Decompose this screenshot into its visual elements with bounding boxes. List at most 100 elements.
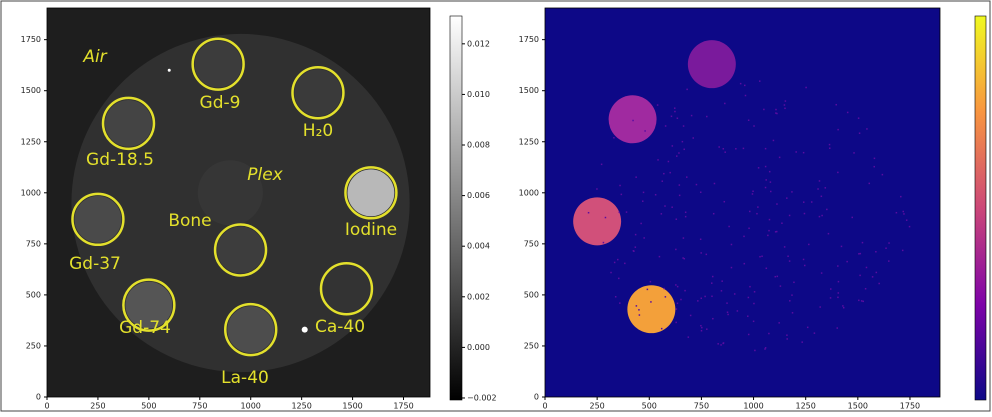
speckle bbox=[724, 103, 726, 105]
speckle bbox=[664, 205, 666, 207]
speckle bbox=[655, 194, 657, 196]
speckle bbox=[748, 334, 750, 336]
speckle bbox=[671, 206, 673, 208]
speckle bbox=[684, 258, 686, 260]
speckle bbox=[900, 196, 902, 198]
speckle bbox=[618, 278, 620, 280]
speckle bbox=[888, 260, 890, 262]
speckle bbox=[779, 157, 781, 159]
speckle bbox=[775, 109, 777, 111]
speckle bbox=[902, 250, 904, 252]
speckle bbox=[700, 325, 702, 327]
x-tick-label: 1750 bbox=[900, 402, 920, 411]
x-tick-label: 1500 bbox=[342, 402, 362, 411]
speckle bbox=[842, 305, 844, 307]
speckle bbox=[679, 195, 681, 197]
speckle bbox=[803, 152, 805, 154]
colorbar-tick-label: 0.004 bbox=[467, 242, 490, 251]
speckle bbox=[765, 148, 767, 150]
speckle bbox=[657, 104, 659, 106]
speckle bbox=[718, 146, 720, 148]
speckle bbox=[843, 307, 845, 309]
speckle bbox=[636, 305, 638, 307]
speckle bbox=[701, 298, 703, 300]
x-tick-label: 250 bbox=[589, 402, 604, 411]
speckle bbox=[753, 125, 755, 127]
speckle bbox=[903, 213, 905, 215]
speckle bbox=[605, 217, 607, 219]
speckle bbox=[869, 183, 871, 185]
speckle bbox=[610, 272, 612, 274]
speckle bbox=[749, 286, 751, 288]
speckle bbox=[784, 246, 786, 248]
speckle bbox=[688, 336, 690, 338]
speckle bbox=[635, 246, 637, 248]
speckle bbox=[661, 213, 663, 215]
speckle bbox=[865, 288, 867, 290]
speckle bbox=[747, 315, 749, 317]
speckle bbox=[700, 192, 702, 194]
speckle bbox=[791, 294, 793, 296]
speckle bbox=[723, 148, 725, 150]
annotation: La-40 bbox=[221, 368, 269, 388]
x-tick-label: 750 bbox=[192, 402, 207, 411]
speckle bbox=[643, 237, 645, 239]
speckle bbox=[614, 262, 616, 264]
speckle bbox=[676, 308, 678, 310]
speckle bbox=[787, 256, 789, 258]
speckle bbox=[888, 242, 890, 244]
speckle bbox=[903, 211, 905, 213]
y-tick-label: 1000 bbox=[519, 188, 539, 197]
insert bbox=[573, 197, 621, 245]
speckle bbox=[803, 259, 805, 261]
speckle bbox=[828, 233, 830, 235]
speckle bbox=[731, 244, 733, 246]
speckle bbox=[724, 151, 726, 153]
colorbar-tick-label: 0.002 bbox=[467, 292, 490, 301]
speckle bbox=[876, 272, 878, 274]
x-tick-label: 1250 bbox=[291, 402, 311, 411]
speckle bbox=[837, 265, 839, 267]
speckle bbox=[838, 281, 840, 283]
speckle bbox=[677, 118, 679, 120]
speckle bbox=[697, 300, 699, 302]
insert bbox=[627, 285, 675, 333]
speckle bbox=[768, 230, 770, 232]
speckle bbox=[714, 183, 716, 185]
speckle bbox=[781, 222, 783, 224]
speckle bbox=[846, 261, 848, 263]
speckle bbox=[735, 148, 737, 150]
speckle bbox=[830, 288, 832, 290]
speckle bbox=[814, 332, 816, 334]
speckle bbox=[674, 111, 676, 113]
speckle bbox=[734, 293, 736, 295]
speckle bbox=[686, 176, 688, 178]
speckle bbox=[768, 333, 770, 335]
speckle bbox=[786, 197, 788, 199]
speckle bbox=[878, 283, 880, 285]
speckle bbox=[675, 284, 677, 286]
insert bbox=[609, 95, 657, 143]
speckle bbox=[700, 252, 702, 254]
annotation: Ca-40 bbox=[315, 317, 365, 337]
speckle bbox=[619, 185, 621, 187]
y-tick-label: 1500 bbox=[21, 86, 41, 95]
colorbar bbox=[975, 16, 986, 400]
speckle bbox=[617, 259, 619, 261]
speckle bbox=[740, 83, 742, 85]
speckle bbox=[819, 306, 821, 308]
y-tick-label: 1250 bbox=[519, 137, 539, 146]
speckle bbox=[841, 246, 843, 248]
y-tick-label: 250 bbox=[524, 341, 539, 350]
speckle bbox=[662, 180, 664, 182]
x-tick-label: 500 bbox=[642, 402, 657, 411]
speckle bbox=[731, 267, 733, 269]
speckle bbox=[777, 276, 779, 278]
speckle bbox=[909, 226, 911, 228]
speckle bbox=[712, 276, 714, 278]
speckle bbox=[711, 296, 713, 298]
speckle bbox=[696, 184, 698, 186]
colorbar-tick-label: 0.010 bbox=[467, 90, 490, 99]
speckle bbox=[804, 265, 806, 267]
insert bbox=[195, 41, 242, 88]
